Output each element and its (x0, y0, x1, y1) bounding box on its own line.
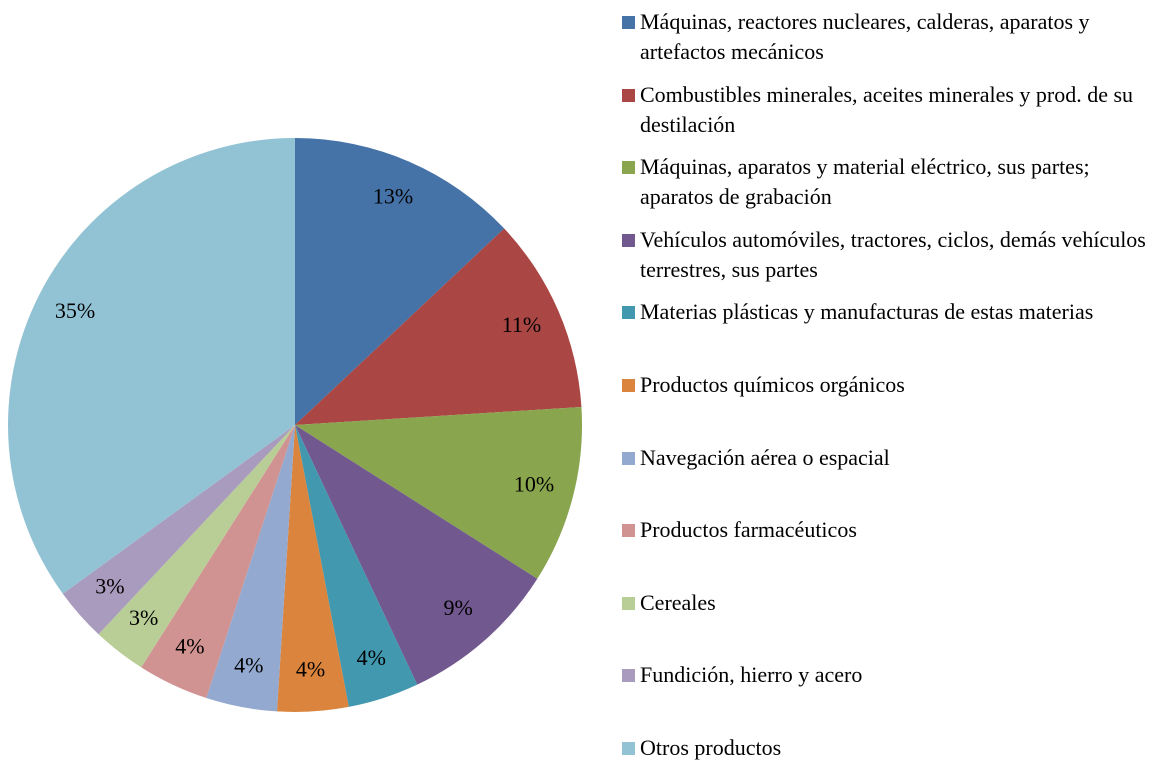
legend-item: Otros productos (622, 733, 1147, 763)
legend-label: Vehículos automóviles, tractores, ciclos… (640, 226, 1146, 282)
legend-label: Productos químicos orgánicos (640, 372, 905, 397)
pie-slice (7, 137, 296, 594)
pie-slice (62, 425, 296, 635)
legend-item: Combustibles minerales, aceites minerale… (622, 80, 1147, 140)
data-label: 4% (234, 652, 263, 677)
legend-label: Máquinas, aparatos y material eléctrico,… (640, 154, 1090, 210)
data-label: 35% (55, 298, 95, 323)
legend-item: Productos farmacéuticos (622, 515, 1147, 545)
legend-item: Fundición, hierro y acero (622, 660, 1147, 690)
legend-item: Navegación aérea o espacial (622, 443, 1147, 473)
legend-label: Otros productos (640, 735, 782, 760)
legend-label: Combustibles minerales, aceites minerale… (640, 81, 1134, 137)
legend-swatch (622, 233, 635, 247)
legend-item: Productos químicos orgánicos (622, 370, 1147, 400)
legend-swatch (622, 596, 635, 610)
data-label: 4% (175, 633, 204, 658)
legend-item: Máquinas, aparatos y material eléctrico,… (622, 152, 1147, 212)
legend-swatch (622, 161, 635, 175)
legend-label: Navegación aérea o espacial (640, 444, 890, 470)
legend-swatch (622, 88, 635, 102)
legend-swatch (622, 451, 635, 465)
data-label: 4% (296, 656, 325, 681)
data-label: 4% (357, 645, 386, 670)
legend-item: Cereales (622, 588, 1147, 618)
pie-slice (206, 425, 295, 712)
legend-swatch (622, 16, 635, 29)
legend-swatch (622, 669, 635, 683)
legend-item: Máquinas, reactores nucleares, calderas,… (622, 7, 1147, 67)
pie-slice (276, 425, 349, 712)
pie-slice (295, 138, 505, 425)
legend-label: Productos farmacéuticos (640, 517, 857, 543)
legend-item: Vehículos automóviles, tractores, ciclos… (622, 225, 1147, 285)
data-label: 3% (129, 605, 158, 630)
legend-swatch (622, 742, 635, 755)
legend-swatch (622, 306, 635, 320)
pie-slice (295, 228, 582, 425)
legend-item: Materias plásticas y manufacturas de est… (622, 297, 1147, 327)
pie-slice (98, 425, 296, 668)
legend-label: Fundición, hierro y acero (640, 662, 863, 688)
chart: 13% 11% 10% 9% 4% 4% 4% 4% 3%3% 35% (7, 137, 582, 712)
pie-slice (295, 425, 418, 707)
pie-slice (295, 425, 538, 685)
data-label: 3% (95, 573, 124, 598)
legend-swatch (622, 379, 635, 392)
pie-slice (295, 406, 582, 579)
legend-label: Máquinas, reactores nucleares, calderas,… (640, 9, 1090, 64)
pie-slice (141, 425, 295, 698)
data-label: 10% (514, 471, 554, 496)
data-label: 9% (444, 595, 473, 620)
legend-swatch (622, 524, 635, 538)
data-label: 11% (502, 312, 542, 337)
legend-label: Cereales (640, 589, 716, 615)
legend-label: Materias plásticas y manufacturas de est… (640, 299, 1094, 325)
data-label: 13% (373, 184, 413, 209)
